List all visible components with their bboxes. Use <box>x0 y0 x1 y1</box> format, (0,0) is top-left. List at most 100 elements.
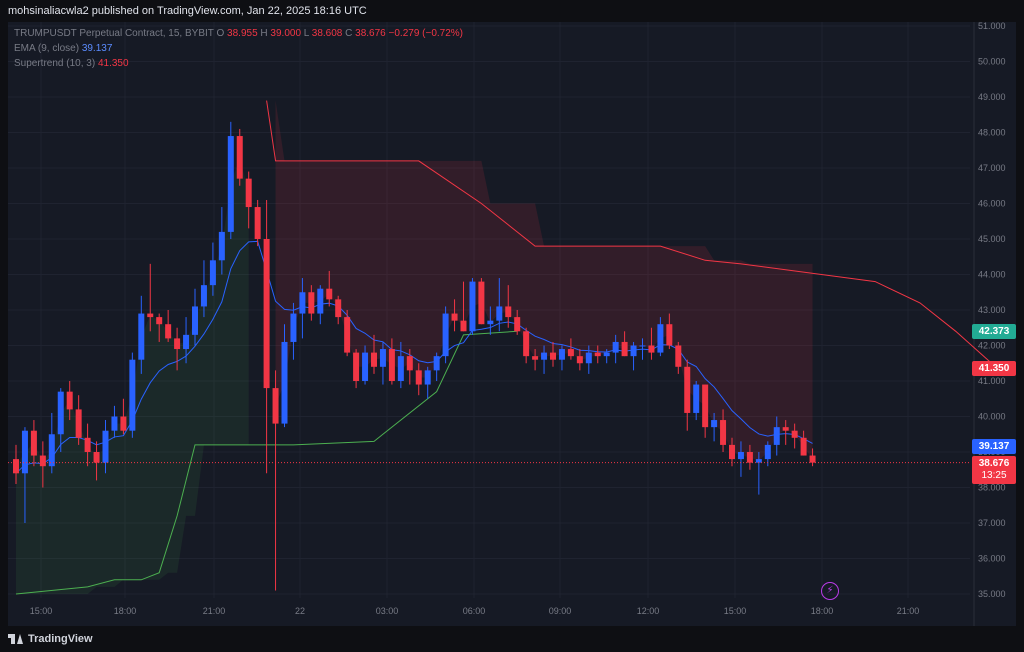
candle-body <box>13 459 19 474</box>
candle-body <box>809 455 816 463</box>
candle-body <box>487 320 494 325</box>
tradingview-logo-icon <box>8 634 24 644</box>
x-tick-label: 12:00 <box>637 606 660 616</box>
chart-panel[interactable]: 35.000 36.000 37.000 38.000 39.000 40.000 41.0… <box>8 22 1016 626</box>
last-price: 38.676 <box>978 458 1010 469</box>
footer <box>0 626 1024 652</box>
candle-body <box>773 427 780 445</box>
candle-body <box>594 352 601 357</box>
candle-body <box>353 352 360 381</box>
candle-body <box>415 370 422 385</box>
x-tick-label: 21:00 <box>203 606 226 616</box>
candle-body <box>138 313 145 360</box>
candle-body <box>737 452 744 460</box>
x-tick-label: 18:00 <box>114 606 137 616</box>
candle-body <box>648 345 655 353</box>
candle-body <box>209 260 216 286</box>
supertrend-label: Supertrend (10, 3) <box>14 58 96 69</box>
y-tick-label: 43.000 <box>978 305 1006 315</box>
candle-body <box>120 416 127 431</box>
candle-body <box>192 306 198 335</box>
candle-body <box>379 349 386 367</box>
y-tick-label: 49.000 <box>978 92 1006 102</box>
y-tick-label: 35.000 <box>978 589 1006 599</box>
ema-value: 39.137 <box>81 43 113 54</box>
candle-body <box>558 349 565 360</box>
candle-body <box>272 388 279 424</box>
candle-body <box>684 366 691 413</box>
bar-countdown: 13:25 <box>981 470 1007 481</box>
y-tick-label: 48.000 <box>978 128 1006 138</box>
candle-body <box>57 391 64 435</box>
candle-body <box>111 416 118 431</box>
x-tick-label: 09:00 <box>549 606 572 616</box>
candle-body <box>451 313 458 321</box>
candle-body <box>317 288 324 314</box>
candle-body <box>746 452 753 463</box>
y-tick-label: 46.000 <box>978 199 1006 209</box>
candle-body <box>693 384 700 413</box>
candle-body <box>218 231 225 261</box>
change-value: −0.279 (−0.72%) <box>388 28 464 39</box>
candle-body <box>299 292 306 314</box>
candle-body <box>21 430 28 474</box>
supertrend-value: 41.350 <box>97 58 129 69</box>
candle-body <box>227 136 234 232</box>
candle-body <box>800 437 807 456</box>
candle-body <box>397 356 404 381</box>
low-value: 38.608 <box>311 28 343 39</box>
candle-body <box>245 178 252 208</box>
candle-body <box>782 427 789 431</box>
candle-body <box>254 207 261 239</box>
candle-body <box>102 430 109 463</box>
candle-body <box>335 299 342 318</box>
candle-body <box>93 452 100 463</box>
publish-header: mohsinaliacwla2 published on TradingView… <box>0 0 1024 22</box>
supertrend-row[interactable]: Supertrend (10, 3) 41.350 <box>14 56 463 71</box>
x-tick-label: 22 <box>295 606 305 616</box>
candle-body <box>460 320 467 332</box>
candle-body <box>66 391 73 410</box>
candle-body <box>281 341 288 424</box>
lightning-icon[interactable]: ⚡ <box>821 582 839 600</box>
supertrend-up-line <box>15 330 518 595</box>
candle-body <box>711 420 718 428</box>
candle-body <box>344 317 351 353</box>
candle-body <box>791 430 798 438</box>
y-tick-label: 42.000 <box>978 341 1006 351</box>
candle-body <box>755 459 762 463</box>
close-value: 38.676 <box>355 28 386 39</box>
y-tick-label: 50.000 <box>978 57 1006 67</box>
candle-body <box>442 313 449 357</box>
y-tick-label: 41.000 <box>978 376 1006 386</box>
supertrend-down-fill <box>275 100 813 461</box>
x-tick-label: 15:00 <box>724 606 747 616</box>
y-tick-label: 37.000 <box>978 518 1006 528</box>
candle-body <box>576 356 583 364</box>
candle-body <box>147 313 154 318</box>
symbol-label: TRUMPUSDT Perpetual Contract, 15, BYBIT <box>14 28 214 39</box>
candle-body <box>48 434 55 467</box>
candlestick-chart[interactable]: 35.000 36.000 37.000 38.000 39.000 40.000 41.0… <box>8 22 1016 626</box>
chart-legend: TRUMPUSDT Perpetual Contract, 15, BYBIT … <box>14 26 463 71</box>
candle-body <box>200 285 207 307</box>
ema-row[interactable]: EMA (9, close) 39.137 <box>14 41 463 56</box>
y-tick-label: 36.000 <box>978 554 1006 564</box>
candle-body <box>621 341 628 357</box>
candle-body <box>469 281 476 332</box>
tradingview-logo[interactable]: TradingView <box>8 631 93 647</box>
symbol-row: TRUMPUSDT Perpetual Contract, 15, BYBIT … <box>14 28 464 39</box>
candle-body <box>424 370 431 385</box>
candle-body <box>129 359 136 431</box>
candle-body <box>612 341 619 353</box>
candle-body <box>183 334 190 350</box>
publish-line: mohsinaliacwla2 published on TradingView… <box>8 5 367 17</box>
candle-body <box>236 136 243 179</box>
candle-body <box>532 356 539 360</box>
y-tick-label: 45.000 <box>978 234 1006 244</box>
candle-body <box>729 444 735 460</box>
price-tag-ema: 39.137 <box>972 439 1016 454</box>
candle-body <box>362 352 369 381</box>
candle-body <box>371 352 377 367</box>
candle-body <box>514 317 521 332</box>
